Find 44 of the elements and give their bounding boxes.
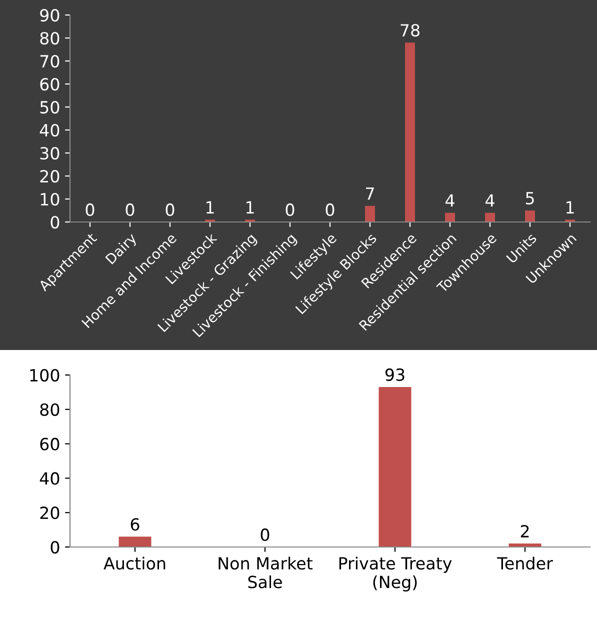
x-tick-label: Tender [497,556,553,570]
data-label: 0 [286,203,294,216]
y-tick-label: 100 [30,368,60,382]
bar [485,212,495,222]
data-label: 93 [385,368,404,382]
y-tick-label: 20 [40,506,60,520]
y-tick-label: 20 [40,170,60,183]
y-tick-label: 40 [40,124,60,137]
data-label: 1 [206,201,214,214]
y-tick-label: 60 [40,78,60,91]
y-tick-label: 70 [40,54,60,68]
y-tick-label: 30 [40,146,60,160]
data-label: 2 [520,524,529,538]
bar [525,210,535,222]
y-tick-label: 10 [40,192,60,206]
bar [118,536,152,547]
y-tick-label: 80 [40,32,60,45]
data-label: 4 [486,194,494,207]
data-label: 1 [246,201,254,214]
data-label: 0 [166,203,174,216]
data-label: 6 [130,518,140,531]
data-label: 0 [86,203,94,216]
x-tick-label: Private Treaty (Neg) [339,556,452,592]
data-label: 0 [126,203,134,216]
data-label: 0 [260,528,270,541]
y-tick-label: 0 [50,540,60,554]
y-tick-label: 90 [40,8,60,22]
data-label: 7 [366,188,374,200]
bar [365,206,375,222]
data-label: 0 [326,203,334,216]
data-label: 1 [566,201,574,214]
bar [445,212,455,222]
y-tick-label: 50 [40,100,60,114]
x-tick-label: Auction [104,556,166,570]
y-tick-label: 0 [50,216,60,229]
y-tick-label: 80 [40,403,60,416]
y-tick-label: 60 [40,438,60,450]
bar [378,387,412,547]
x-tick-label: Non Market Sale [218,556,313,588]
y-tick-label: 40 [40,472,60,485]
bar [405,42,415,222]
data-label: 78 [400,24,420,37]
data-label: 4 [446,194,454,207]
data-label: 5 [526,192,534,204]
